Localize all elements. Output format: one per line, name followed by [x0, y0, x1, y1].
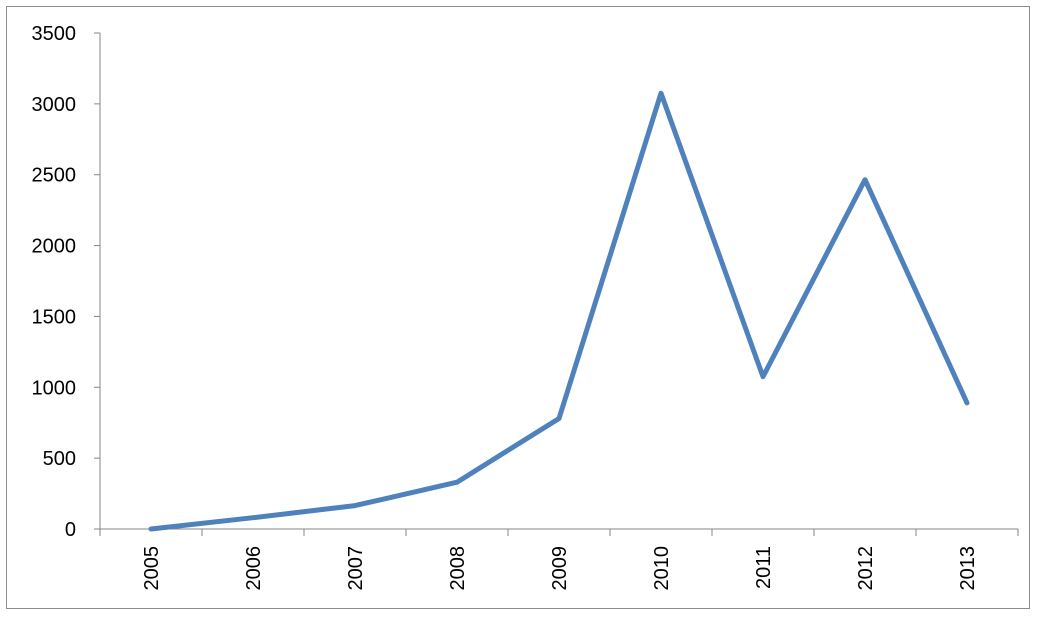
- series-line: [148, 90, 970, 532]
- y-tick-label: 1000: [32, 377, 77, 399]
- y-tick-label: 3000: [32, 94, 77, 116]
- y-tick-label: 1500: [32, 306, 77, 328]
- y-tick-label: 0: [65, 519, 76, 541]
- chart-frame: [6, 6, 1030, 609]
- y-tick-label: 2500: [32, 165, 77, 187]
- x-tick-label: 2009: [549, 546, 571, 591]
- x-tick-label: 2007: [345, 546, 367, 591]
- x-tick-label: 2011: [753, 546, 775, 589]
- y-tick-label: 3500: [32, 23, 77, 45]
- x-axis: 2005 2006 2007 2008 2009 2010 2011 2012 2013: [99, 528, 1019, 591]
- x-tick-label: 2005: [141, 546, 163, 591]
- x-tick-label: 2006: [243, 546, 265, 591]
- series-group: [148, 90, 970, 532]
- x-tick-label: 2012: [855, 546, 877, 591]
- x-tick-label: 2010: [651, 546, 673, 591]
- y-tick-label: 2000: [32, 236, 77, 258]
- y-tick-label: 500: [43, 448, 76, 470]
- x-tick-label: 2008: [447, 546, 469, 591]
- x-tick-label: 2013: [957, 546, 979, 591]
- y-axis: 0 500 1000 1500 2000 2500 3000 3500: [32, 23, 101, 541]
